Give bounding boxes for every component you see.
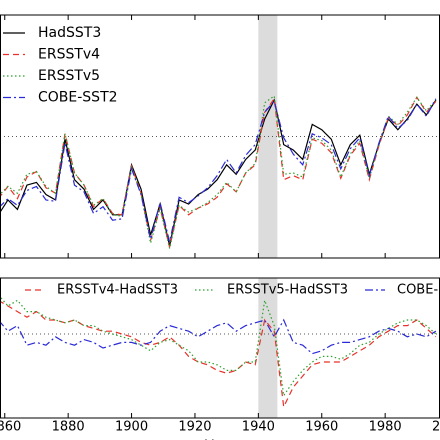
x-axis-label: Year xyxy=(204,438,235,440)
highlight-span xyxy=(258,278,278,418)
legend-label: HadSST3 xyxy=(38,25,101,41)
series-line xyxy=(0,98,437,242)
legend-label: ERSSTv5-HadSST3 xyxy=(227,283,348,298)
x-tick-label: 1960 xyxy=(305,420,338,435)
x-tick-label: 1900 xyxy=(115,420,148,435)
series-line xyxy=(0,94,437,249)
x-tick-label: 1860 xyxy=(0,420,21,435)
plot-area xyxy=(0,278,440,418)
series-line xyxy=(0,295,437,398)
legend-label: ERSSTv4 xyxy=(38,47,100,63)
legend-label: COBE-HadSST3 xyxy=(397,283,440,298)
plot-frame xyxy=(0,277,440,419)
series-line xyxy=(0,300,437,409)
highlight-span xyxy=(258,15,278,258)
legend-label: ERSSTv5 xyxy=(38,68,100,84)
legend-label: COBE-SST2 xyxy=(38,90,118,106)
plot-area xyxy=(0,15,440,258)
x-tick-label: 1920 xyxy=(178,420,211,435)
legend-label: ERSSTv4-HadSST3 xyxy=(57,283,178,298)
x-tick-label: 2000 xyxy=(432,420,440,435)
x-tick-label: 1980 xyxy=(369,420,402,435)
x-tick-label: 1880 xyxy=(52,420,85,435)
series-line xyxy=(0,318,437,355)
x-tick-label: 1940 xyxy=(242,420,275,435)
